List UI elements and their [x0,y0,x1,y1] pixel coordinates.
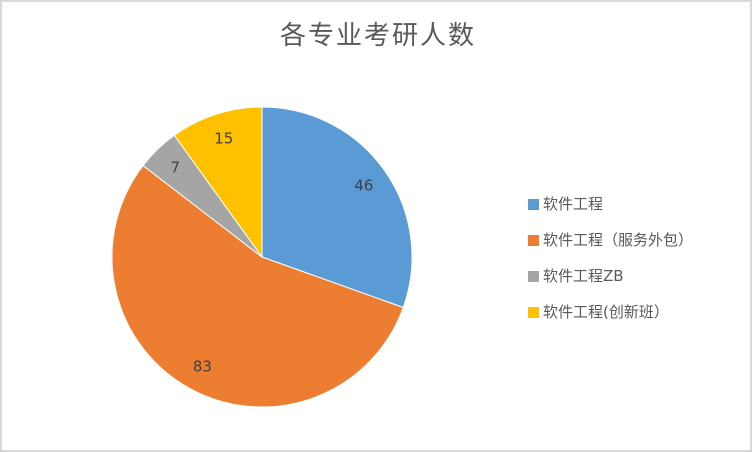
chart-title: 各专业考研人数 [279,21,476,51]
legend-label: 软件工程 [543,194,604,213]
legend-label: 软件工程ZB [543,266,624,285]
legend-label: 软件工程（服务外包） [543,230,694,249]
legend-swatch-icon [528,198,539,210]
data-label-3: 15 [214,130,233,148]
legend-item-0[interactable]: 软件工程 [528,186,693,222]
legend-label: 软件工程(创新班） [543,302,669,321]
legend-item-1[interactable]: 软件工程（服务外包） [528,222,693,258]
data-label-2: 7 [171,159,181,177]
legend-swatch-icon [528,270,539,282]
pie-slice-1[interactable] [111,164,404,408]
pie-slice-3[interactable] [173,106,263,259]
legend-swatch-icon [528,234,539,246]
pie-slice-0[interactable] [261,106,413,309]
legend: 软件工程 软件工程（服务外包） 软件工程ZB 软件工程(创新班） [528,186,693,330]
legend-swatch-icon [528,306,539,318]
data-label-1: 83 [193,357,212,375]
data-label-0: 46 [354,176,373,194]
legend-item-2[interactable]: 软件工程ZB [528,258,693,294]
legend-item-3[interactable]: 软件工程(创新班） [528,294,693,330]
